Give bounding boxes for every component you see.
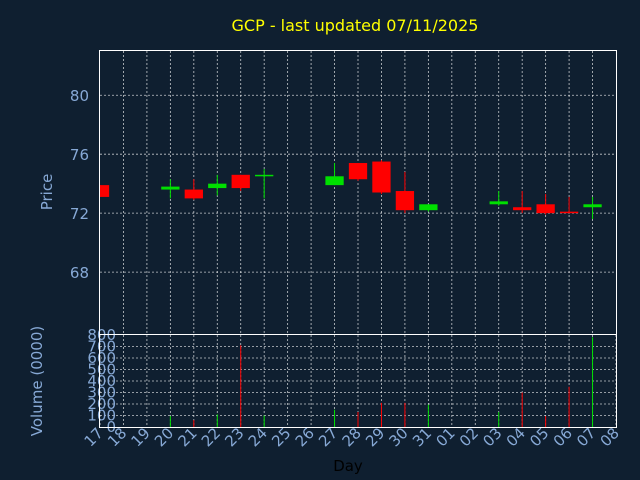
volume-y-tick-label: 700 xyxy=(87,338,116,356)
x-tick-label: 17 xyxy=(81,424,107,450)
x-tick-label: 24 xyxy=(245,424,271,450)
candles-layer xyxy=(99,160,602,220)
candle-body xyxy=(348,163,368,180)
volume-bars-layer xyxy=(169,337,594,427)
x-tick-label: 20 xyxy=(151,424,177,450)
x-tick-label: 01 xyxy=(432,424,458,450)
x-tick-label: 06 xyxy=(550,424,576,450)
price-y-tick-label: 80 xyxy=(70,87,89,105)
volume-axis-label: Volume (0000) xyxy=(28,326,46,436)
volume-panel-frame xyxy=(99,334,617,428)
x-tick-label: 04 xyxy=(503,424,529,450)
chart-title: GCP - last updated 07/11/2025 xyxy=(232,16,479,35)
x-tick-label: 02 xyxy=(456,424,482,450)
x-tick-label: 21 xyxy=(174,424,200,450)
price-y-tick-label: 72 xyxy=(70,205,89,223)
x-tick-label: 23 xyxy=(221,424,247,450)
x-tick-labels: 1718192021222324252627282930310102030405… xyxy=(81,424,623,450)
candle-body xyxy=(372,161,391,193)
x-tick-label: 25 xyxy=(268,424,294,450)
x-tick-label: 29 xyxy=(362,424,388,450)
candle-body xyxy=(489,201,508,205)
volume-y-tick-label: 300 xyxy=(87,384,116,402)
x-tick-label: 31 xyxy=(409,424,435,450)
candle-body xyxy=(536,204,555,214)
volume-y-tick-label: 200 xyxy=(87,395,116,413)
volume-y-tick-label: 400 xyxy=(87,372,116,390)
price-axis-label: Price xyxy=(38,174,56,211)
candle-body xyxy=(161,186,180,190)
price-grid xyxy=(100,51,616,334)
x-tick-label: 28 xyxy=(339,424,365,450)
candle-body xyxy=(419,204,438,211)
candle-body xyxy=(208,183,227,189)
x-tick-label: 03 xyxy=(479,424,505,450)
price-y-tick-labels: 68 72 76 80 xyxy=(70,87,89,282)
x-tick-label: 22 xyxy=(198,424,224,450)
x-tick-label: 30 xyxy=(386,424,412,450)
price-y-tick-label: 76 xyxy=(70,146,89,164)
x-tick-label: 19 xyxy=(128,424,154,450)
x-tick-label: 08 xyxy=(597,424,623,450)
candle-body xyxy=(583,204,602,208)
candle-body xyxy=(513,207,532,211)
candle-body xyxy=(255,174,274,177)
volume-y-tick-label: 600 xyxy=(87,349,116,367)
candle-body xyxy=(395,191,415,211)
candle-body xyxy=(231,174,250,189)
volume-y-tick-label: 100 xyxy=(87,407,116,425)
candle-body xyxy=(100,185,110,197)
x-tick-label: 26 xyxy=(292,424,318,450)
x-tick-label: 07 xyxy=(573,424,599,450)
x-axis-label: Day xyxy=(333,457,363,475)
candle-body xyxy=(559,211,579,214)
candle-body xyxy=(325,176,344,186)
candle-body xyxy=(184,189,203,199)
x-tick-label: 05 xyxy=(526,424,552,450)
price-y-tick-label: 68 xyxy=(70,264,89,282)
x-tick-label: 27 xyxy=(315,424,341,450)
volume-y-tick-label: 500 xyxy=(87,361,116,379)
